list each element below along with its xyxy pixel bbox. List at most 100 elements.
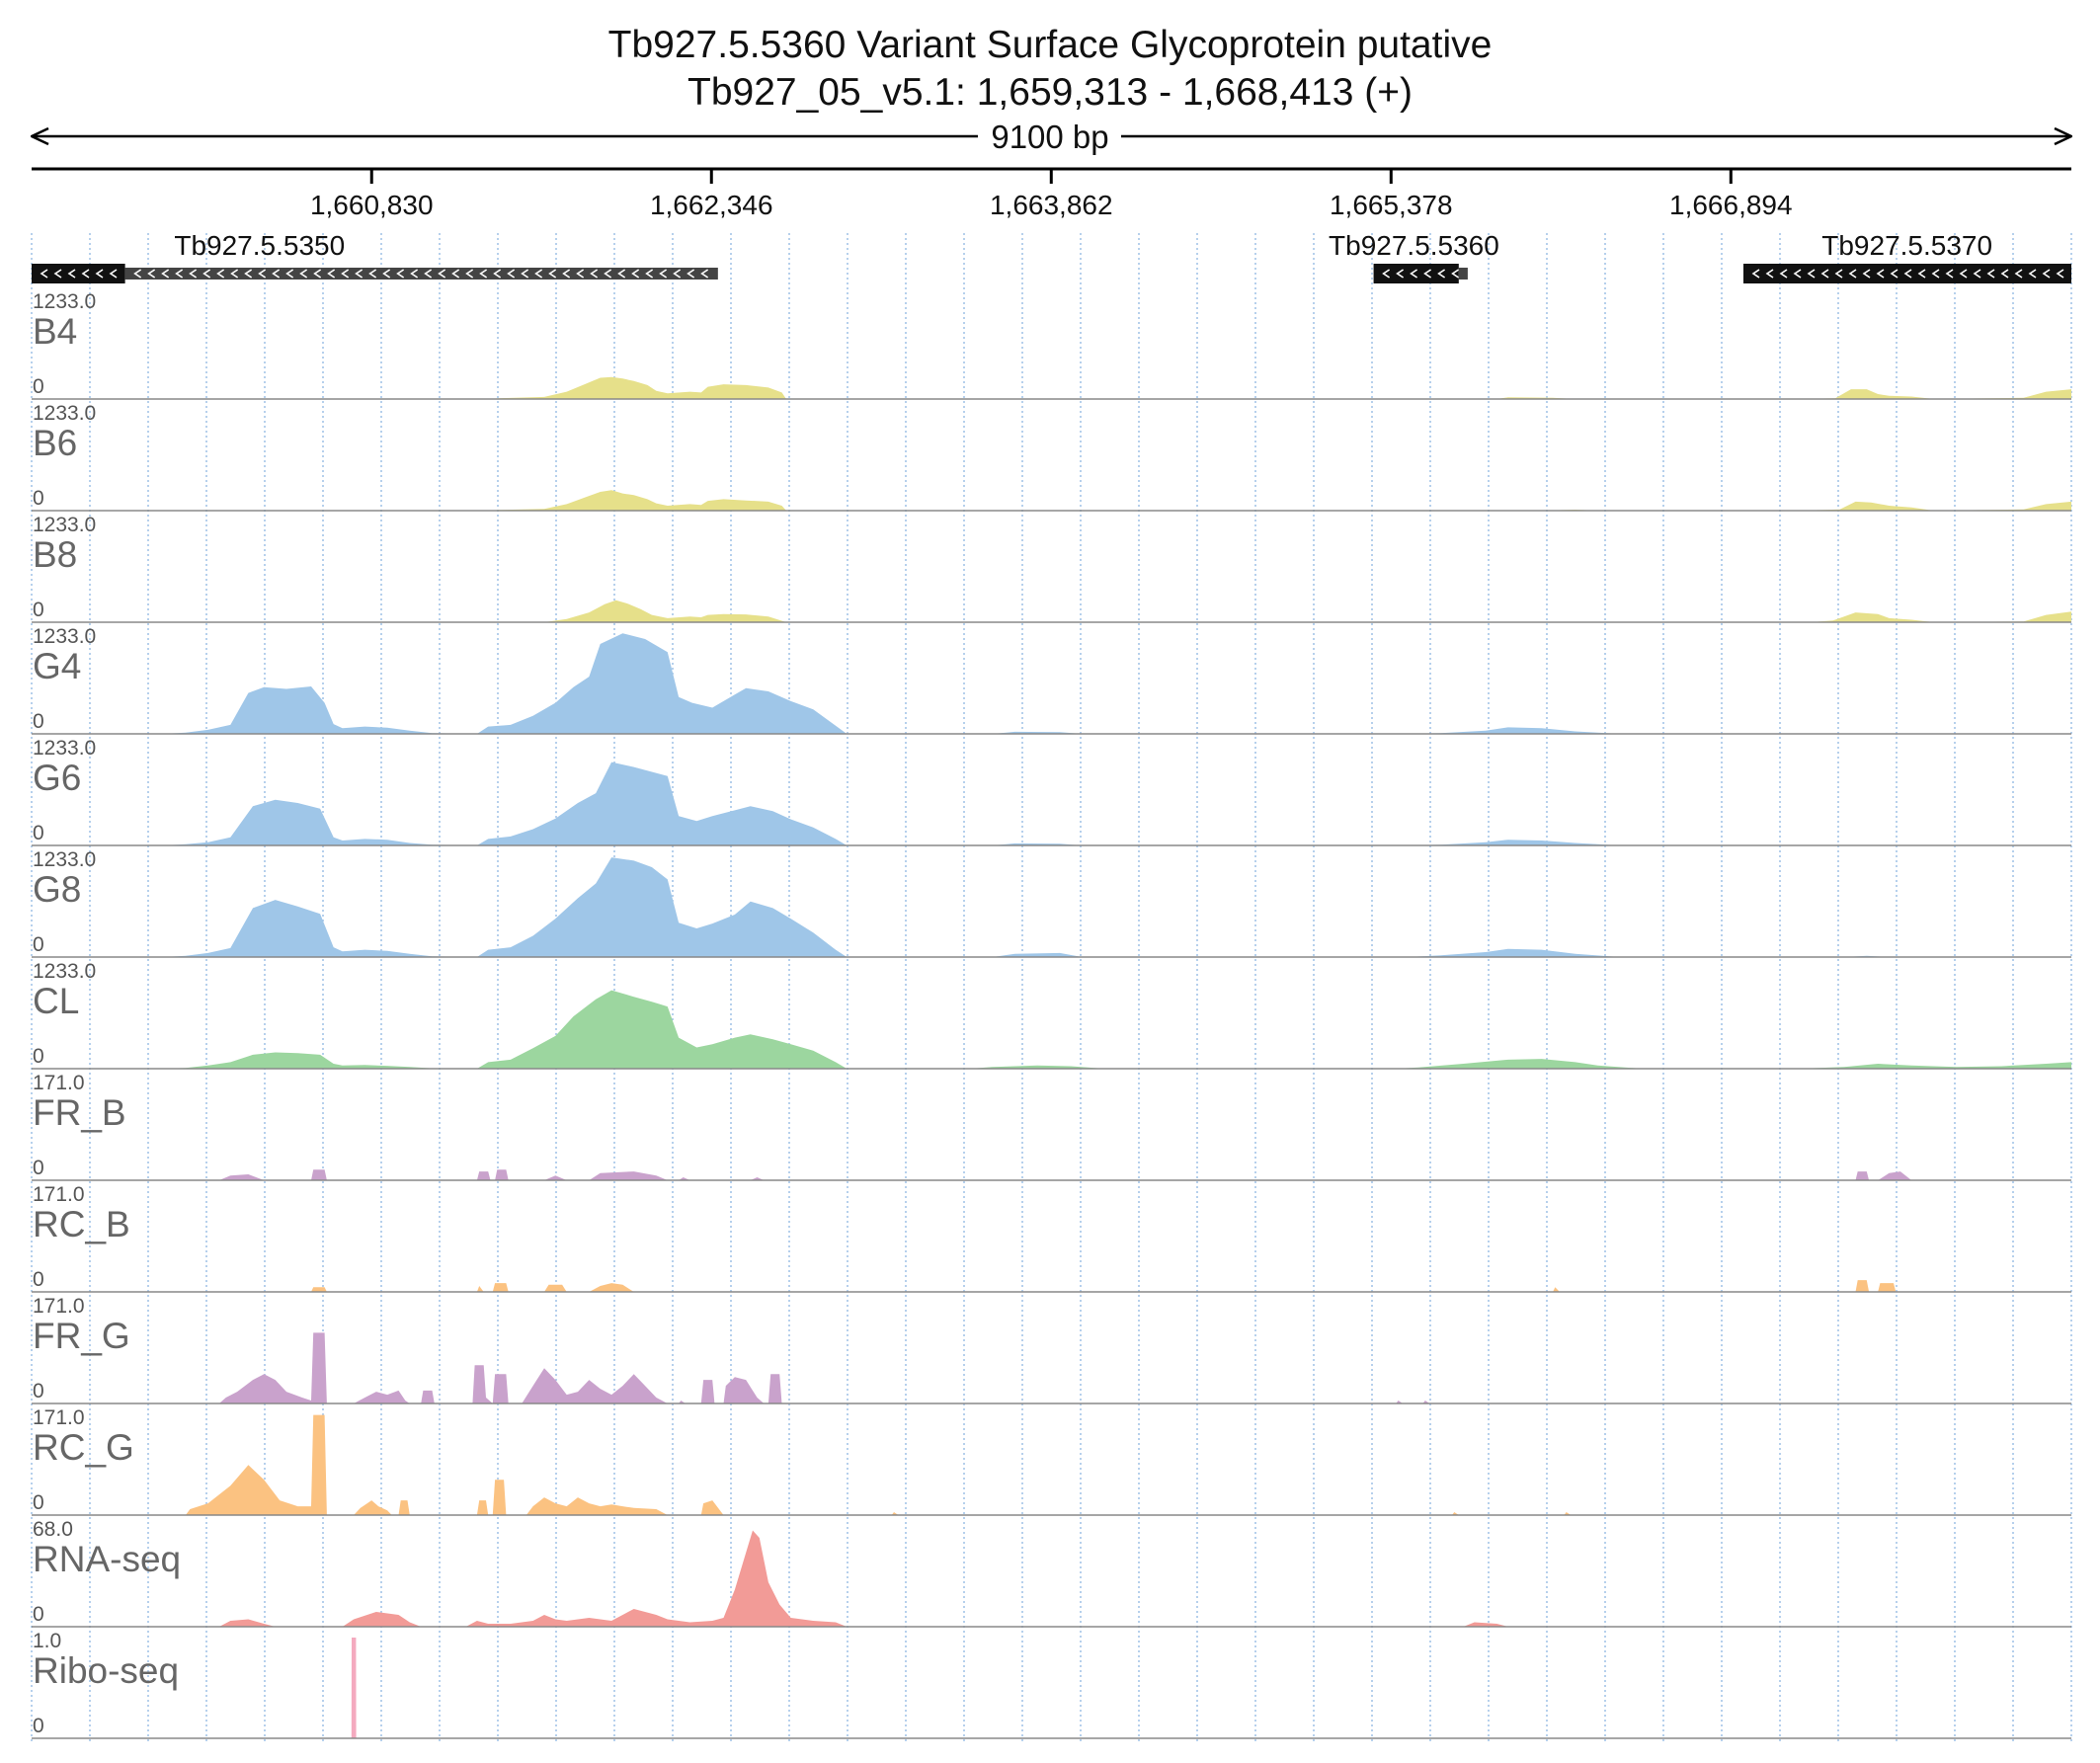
coverage-tracks: 1233.0B401233.0B601233.0B801233.0G401233… xyxy=(32,290,2071,1739)
gene-model[interactable]: Tb927.5.5370 xyxy=(1743,230,2071,283)
strand-chevron xyxy=(2028,269,2037,279)
coverage-area xyxy=(32,1638,2071,1738)
strand-chevron xyxy=(1423,269,1432,279)
strand-chevron xyxy=(2042,269,2051,279)
gene-block xyxy=(124,268,718,280)
track-max-label: 171.0 xyxy=(33,1183,85,1206)
strand-chevron xyxy=(1890,269,1898,279)
strand-chevron xyxy=(1437,269,1446,279)
coverage-area xyxy=(32,600,2071,622)
track-name: FR_G xyxy=(33,1316,130,1356)
strand-chevron xyxy=(1820,269,1829,279)
strand-chevron xyxy=(299,269,308,279)
coverage-area xyxy=(32,490,2071,511)
strand-chevron xyxy=(2000,269,2009,279)
gene-block xyxy=(1458,268,1468,280)
track-min-label: 0 xyxy=(33,599,44,621)
gene-block xyxy=(1743,264,2071,283)
coverage-area xyxy=(32,376,2071,399)
coverage-area xyxy=(32,857,2071,957)
gene-model[interactable]: Tb927.5.5350 xyxy=(32,230,718,283)
strand-chevron xyxy=(216,269,225,279)
track-b6: 1233.0B6 0 xyxy=(32,402,2071,512)
strand-chevron xyxy=(617,269,626,279)
strand-chevron xyxy=(1751,269,1760,279)
strand-chevron xyxy=(81,269,90,279)
strand-chevron xyxy=(368,269,377,279)
strand-chevron xyxy=(133,269,142,279)
ruler-tick-label: 1,663,862 xyxy=(990,190,1113,220)
strand-chevron xyxy=(410,269,419,279)
strand-chevron xyxy=(1765,269,1774,279)
strand-chevron xyxy=(1986,269,1995,279)
strand-chevron xyxy=(687,269,695,279)
strand-chevron xyxy=(1807,269,1816,279)
strand-chevron xyxy=(1973,269,1981,279)
region-locus: Tb927_05_v5.1: 1,659,313 - 1,668,413 (+) xyxy=(687,71,1413,114)
track-g6: 1233.0G6 0 xyxy=(32,737,2071,846)
coverage-area xyxy=(32,1169,2071,1180)
coverage-area xyxy=(32,633,2071,734)
gene-model[interactable]: Tb927.5.5360 xyxy=(1329,230,1499,283)
strand-chevron xyxy=(95,269,104,279)
strand-chevron xyxy=(189,269,198,279)
coverage-area xyxy=(32,1332,2071,1403)
track-max-label: 1233.0 xyxy=(33,848,96,871)
track-name: G8 xyxy=(33,869,81,910)
gene-label: Tb927.5.5360 xyxy=(1329,230,1499,261)
track-min-label: 0 xyxy=(33,933,44,956)
ruler-tick-label: 1,662,346 xyxy=(650,190,773,220)
strand-chevron xyxy=(1959,269,1968,279)
strand-chevron xyxy=(645,269,654,279)
track-name: FR_B xyxy=(33,1092,126,1133)
strand-chevron xyxy=(1903,269,1912,279)
strand-chevron xyxy=(1917,269,1926,279)
strand-chevron xyxy=(2014,269,2023,279)
gene-block xyxy=(1373,264,1459,283)
strand-chevron xyxy=(147,269,156,279)
strand-chevron xyxy=(1793,269,1802,279)
strand-chevron xyxy=(465,269,474,279)
span-label: 9100 bp xyxy=(991,119,1108,155)
ruler-tick-label: 1,665,378 xyxy=(1330,190,1453,220)
strand-chevron xyxy=(244,269,253,279)
strand-chevron xyxy=(1862,269,1871,279)
track-name: G4 xyxy=(33,646,81,686)
coverage-area xyxy=(32,1414,2071,1515)
track-min-label: 0 xyxy=(33,1268,44,1291)
strand-chevron xyxy=(53,269,62,279)
track-min-label: 0 xyxy=(33,1045,44,1068)
track-name: RC_G xyxy=(33,1427,134,1468)
track-name: RC_B xyxy=(33,1204,130,1244)
strand-chevron xyxy=(272,269,281,279)
strand-chevron xyxy=(175,269,184,279)
strand-chevron xyxy=(590,269,599,279)
track-min-label: 0 xyxy=(33,1603,44,1626)
track-name: B6 xyxy=(33,423,77,463)
strand-chevron xyxy=(576,269,585,279)
track-min-label: 0 xyxy=(33,487,44,510)
strand-chevron xyxy=(1848,269,1857,279)
track-max-label: 1233.0 xyxy=(33,737,96,760)
track-rc-g: 171.0RC_G 0 xyxy=(32,1406,2071,1516)
track-min-label: 0 xyxy=(33,822,44,844)
track-min-label: 0 xyxy=(33,1380,44,1402)
strand-chevron xyxy=(673,269,682,279)
strand-chevron xyxy=(451,269,460,279)
track-fr-b: 171.0FR_B 0 xyxy=(32,1072,2071,1181)
strand-chevron xyxy=(161,269,170,279)
page-title: Tb927.5.5360 Variant Surface Glycoprotei… xyxy=(608,24,1493,66)
strand-chevron xyxy=(109,269,118,279)
track-b8: 1233.0B8 0 xyxy=(32,514,2071,623)
strand-chevron xyxy=(521,269,529,279)
strand-chevron xyxy=(479,269,488,279)
strand-chevron xyxy=(1451,269,1460,279)
track-min-label: 0 xyxy=(33,1715,44,1737)
track-name: Ribo-seq xyxy=(33,1650,179,1691)
track-name: RNA-seq xyxy=(33,1539,181,1579)
strand-chevron xyxy=(1876,269,1885,279)
gridlines xyxy=(31,233,2072,1742)
span-indicator: 9100 bp xyxy=(32,119,2071,155)
